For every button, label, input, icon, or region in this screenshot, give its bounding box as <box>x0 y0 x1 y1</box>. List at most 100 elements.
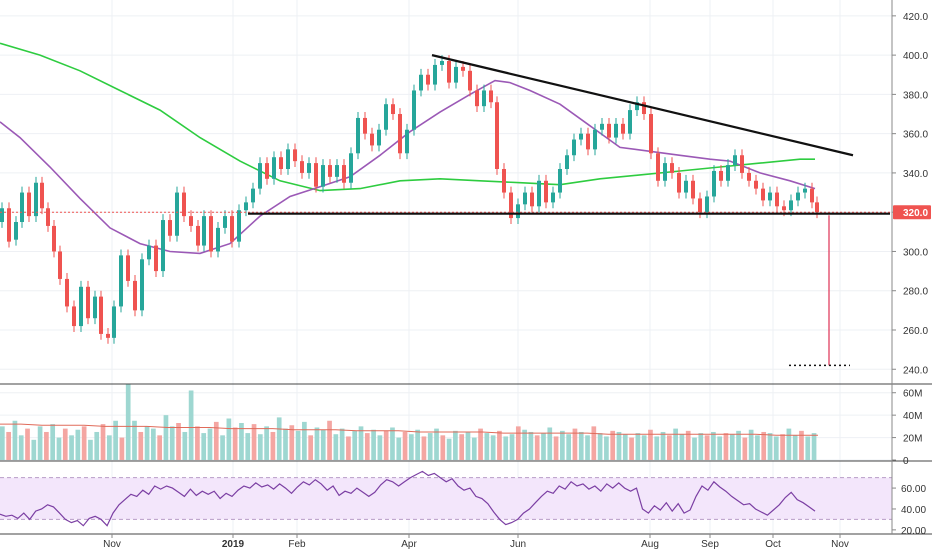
candle-body[interactable] <box>593 129 597 150</box>
candle-body[interactable] <box>398 114 402 154</box>
candle-body[interactable] <box>27 192 31 217</box>
candle-body[interactable] <box>237 210 241 242</box>
candle-body[interactable] <box>72 306 76 327</box>
candle-body[interactable] <box>216 227 220 252</box>
candle-body[interactable] <box>468 70 472 91</box>
candle-body[interactable] <box>454 66 458 83</box>
candle-body[interactable] <box>34 182 38 217</box>
candle-body[interactable] <box>803 188 807 193</box>
volume-pane[interactable] <box>0 383 818 460</box>
candle-body[interactable] <box>20 192 24 223</box>
candle-body[interactable] <box>14 222 18 240</box>
candle-body[interactable] <box>147 245 151 260</box>
candle-body[interactable] <box>691 180 695 199</box>
candle-body[interactable] <box>565 155 569 169</box>
candle-body[interactable] <box>782 206 786 211</box>
candle-body[interactable] <box>230 216 234 242</box>
candle-body[interactable] <box>391 104 395 115</box>
candle-body[interactable] <box>489 90 493 103</box>
price-pane[interactable] <box>0 42 892 367</box>
candle-body[interactable] <box>251 188 255 203</box>
candle-body[interactable] <box>168 220 172 236</box>
candle-body[interactable] <box>656 153 660 181</box>
candle-body[interactable] <box>579 133 583 140</box>
candle-body[interactable] <box>140 259 144 311</box>
candle-body[interactable] <box>335 165 339 177</box>
candle-body[interactable] <box>349 153 353 183</box>
candle-body[interactable] <box>106 333 110 338</box>
candle-body[interactable] <box>558 168 562 193</box>
candle-body[interactable] <box>495 102 499 169</box>
candle-body[interactable] <box>530 192 534 207</box>
candle-body[interactable] <box>440 61 444 65</box>
candle-body[interactable] <box>509 192 513 219</box>
candle-body[interactable] <box>768 192 772 201</box>
candle-body[interactable] <box>747 172 751 181</box>
candle-body[interactable] <box>677 172 681 193</box>
candle-body[interactable] <box>93 296 97 319</box>
candle-body[interactable] <box>551 192 555 203</box>
candle-body[interactable] <box>202 216 206 246</box>
candle-body[interactable] <box>642 102 646 115</box>
candle-body[interactable] <box>405 129 409 154</box>
candle-body[interactable] <box>726 165 730 181</box>
candle-body[interactable] <box>384 104 388 130</box>
candle-body[interactable] <box>719 170 723 181</box>
candle-body[interactable] <box>789 200 793 211</box>
candle-body[interactable] <box>447 61 451 83</box>
candle-body[interactable] <box>133 280 137 311</box>
candle-body[interactable] <box>40 182 44 209</box>
candle-body[interactable] <box>258 163 262 189</box>
candle-body[interactable] <box>209 216 213 252</box>
candle-body[interactable] <box>244 202 248 211</box>
candle-body[interactable] <box>265 163 269 179</box>
candle-body[interactable] <box>482 90 486 107</box>
candle-body[interactable] <box>614 123 618 138</box>
candle-body[interactable] <box>761 188 765 201</box>
candle-body[interactable] <box>537 180 541 207</box>
candle-body[interactable] <box>649 114 653 154</box>
candle-body[interactable] <box>733 155 737 166</box>
candle-body[interactable] <box>635 102 639 111</box>
candle-body[interactable] <box>705 196 709 213</box>
candle-body[interactable] <box>112 306 116 338</box>
candle-body[interactable] <box>754 180 758 189</box>
candle-body[interactable] <box>607 123 611 138</box>
candle-body[interactable] <box>461 66 465 71</box>
candle-body[interactable] <box>370 133 374 146</box>
candle-body[interactable] <box>119 255 123 307</box>
candle-body[interactable] <box>433 64 437 85</box>
candle-body[interactable] <box>293 149 297 162</box>
candle-body[interactable] <box>356 117 360 154</box>
candle-body[interactable] <box>286 149 290 169</box>
candle-body[interactable] <box>126 255 130 281</box>
candle-body[interactable] <box>175 192 179 236</box>
candle-body[interactable] <box>86 286 90 319</box>
candle-body[interactable] <box>412 90 416 130</box>
candle-body[interactable] <box>65 278 69 307</box>
candle-body[interactable] <box>815 202 819 213</box>
candle-body[interactable] <box>161 220 165 272</box>
candle-body[interactable] <box>684 180 688 193</box>
candle-body[interactable] <box>475 90 479 107</box>
candle-body[interactable] <box>52 225 56 252</box>
candle-body[interactable] <box>586 133 590 150</box>
candle-body[interactable] <box>79 286 83 327</box>
candle-body[interactable] <box>698 198 702 213</box>
candle-body[interactable] <box>363 117 367 134</box>
candle-body[interactable] <box>223 216 227 228</box>
candle-body[interactable] <box>342 165 346 183</box>
candle-body[interactable] <box>58 251 62 279</box>
candle-body[interactable] <box>314 163 318 187</box>
candle-body[interactable] <box>272 157 276 179</box>
rsi-pane[interactable] <box>0 470 892 527</box>
candle-body[interactable] <box>712 170 716 197</box>
candle-body[interactable] <box>426 74 430 85</box>
candle-body[interactable] <box>544 180 548 203</box>
candle-body[interactable] <box>46 208 50 226</box>
candle-body[interactable] <box>621 123 625 134</box>
candle-body[interactable] <box>154 245 158 272</box>
candle-body[interactable] <box>196 225 200 246</box>
